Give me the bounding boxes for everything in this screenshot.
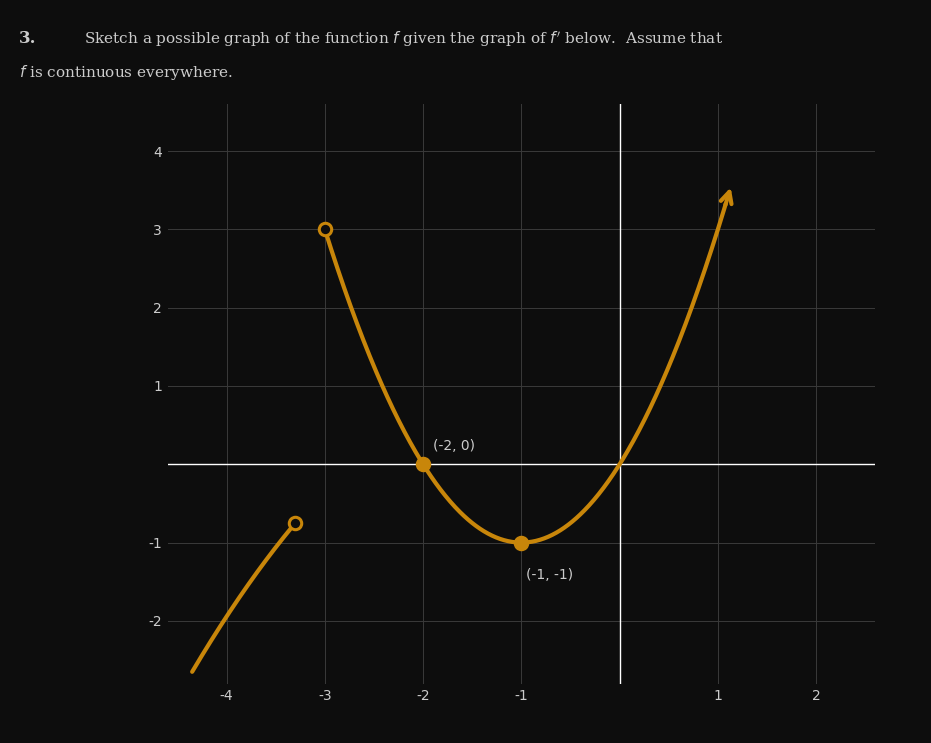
Text: 3.: 3. [19,30,36,47]
Text: Sketch a possible graph of the function $f$ given the graph of $f'$ below.  Assu: Sketch a possible graph of the function … [84,30,722,49]
Point [317,224,332,236]
Point [415,458,430,470]
Point [514,536,529,548]
Point [288,517,303,529]
Text: $f$ is continuous everywhere.: $f$ is continuous everywhere. [19,63,233,82]
Text: (-2, 0): (-2, 0) [433,438,475,452]
Text: (-1, -1): (-1, -1) [526,568,573,582]
